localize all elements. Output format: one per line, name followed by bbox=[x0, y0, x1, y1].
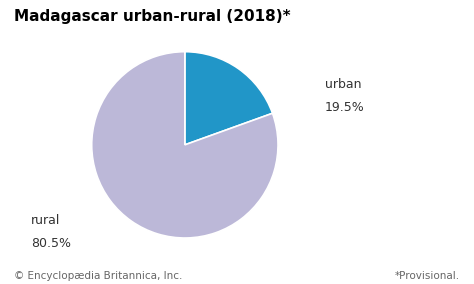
Text: Madagascar urban-rural (2018)*: Madagascar urban-rural (2018)* bbox=[14, 9, 291, 24]
Text: rural: rural bbox=[31, 214, 60, 227]
Wedge shape bbox=[91, 52, 278, 238]
Text: *Provisional.: *Provisional. bbox=[395, 271, 460, 281]
Wedge shape bbox=[185, 52, 273, 145]
Text: 19.5%: 19.5% bbox=[325, 101, 365, 114]
Text: urban: urban bbox=[325, 78, 361, 91]
Text: © Encyclopædia Britannica, Inc.: © Encyclopædia Britannica, Inc. bbox=[14, 271, 182, 281]
Text: 80.5%: 80.5% bbox=[31, 237, 71, 250]
